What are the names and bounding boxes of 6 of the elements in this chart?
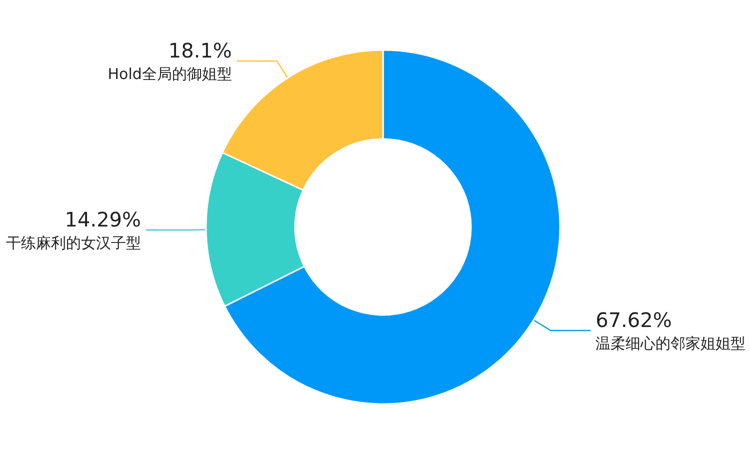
slice-label: 干练麻利的女汉子型 (6, 234, 142, 252)
data-label: 67.62% (596, 308, 672, 332)
data-label: 18.1% (168, 38, 232, 62)
slice-label: 温柔细心的邻家姐姐型 (596, 334, 746, 353)
slice-label: Hold全局的御姐型 (108, 64, 232, 83)
data-label: 14.29% (64, 208, 142, 232)
